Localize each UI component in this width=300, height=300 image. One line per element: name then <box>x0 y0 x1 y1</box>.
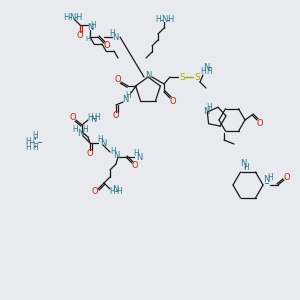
Text: N: N <box>240 158 246 167</box>
Text: H: H <box>200 67 206 76</box>
Text: O: O <box>170 97 176 106</box>
Text: N: N <box>90 116 96 124</box>
Text: N: N <box>203 62 209 71</box>
Text: N: N <box>136 152 142 161</box>
Text: H: H <box>155 16 161 25</box>
Text: H: H <box>267 172 273 182</box>
Text: H: H <box>97 136 103 145</box>
Text: O: O <box>115 74 121 83</box>
Text: O: O <box>284 172 290 182</box>
Text: S: S <box>179 73 185 82</box>
Text: O: O <box>70 112 76 122</box>
Text: H: H <box>82 125 88 134</box>
Text: N: N <box>122 94 128 103</box>
Text: H: H <box>87 112 93 122</box>
Text: H: H <box>63 13 69 22</box>
Text: N: N <box>263 176 269 184</box>
Text: H: H <box>94 112 100 122</box>
Text: N: N <box>145 71 151 80</box>
Text: O: O <box>104 41 110 50</box>
Text: H: H <box>32 143 38 152</box>
Text: H: H <box>25 137 31 146</box>
Text: N: N <box>87 23 93 32</box>
Text: H: H <box>206 103 212 112</box>
Text: N: N <box>69 13 75 22</box>
Text: H: H <box>125 91 131 100</box>
Text: O: O <box>113 112 119 121</box>
Text: O: O <box>92 188 98 196</box>
Text: N: N <box>113 151 119 160</box>
Text: H: H <box>85 36 91 42</box>
Text: O: O <box>257 118 263 127</box>
Text: S: S <box>194 73 200 82</box>
Text: H: H <box>116 188 122 196</box>
Text: H: H <box>32 131 38 140</box>
Text: N: N <box>112 184 118 194</box>
Text: O: O <box>77 31 83 40</box>
Text: H: H <box>133 149 139 158</box>
Text: H: H <box>167 16 173 25</box>
Text: N: N <box>112 32 118 41</box>
Text: C: C <box>32 137 38 146</box>
Text: H: H <box>206 67 212 76</box>
Text: H: H <box>109 29 115 38</box>
Text: H: H <box>110 148 116 157</box>
Text: H: H <box>243 163 249 172</box>
Text: O: O <box>87 148 93 158</box>
Text: N: N <box>161 16 167 25</box>
Text: H: H <box>72 125 78 134</box>
Text: N: N <box>100 139 106 148</box>
Text: H: H <box>109 188 115 196</box>
Text: H: H <box>25 143 31 152</box>
Text: H: H <box>90 20 96 29</box>
Text: N: N <box>77 130 83 139</box>
Text: O: O <box>132 161 138 170</box>
Text: H: H <box>75 13 81 22</box>
Text: N: N <box>203 107 209 116</box>
